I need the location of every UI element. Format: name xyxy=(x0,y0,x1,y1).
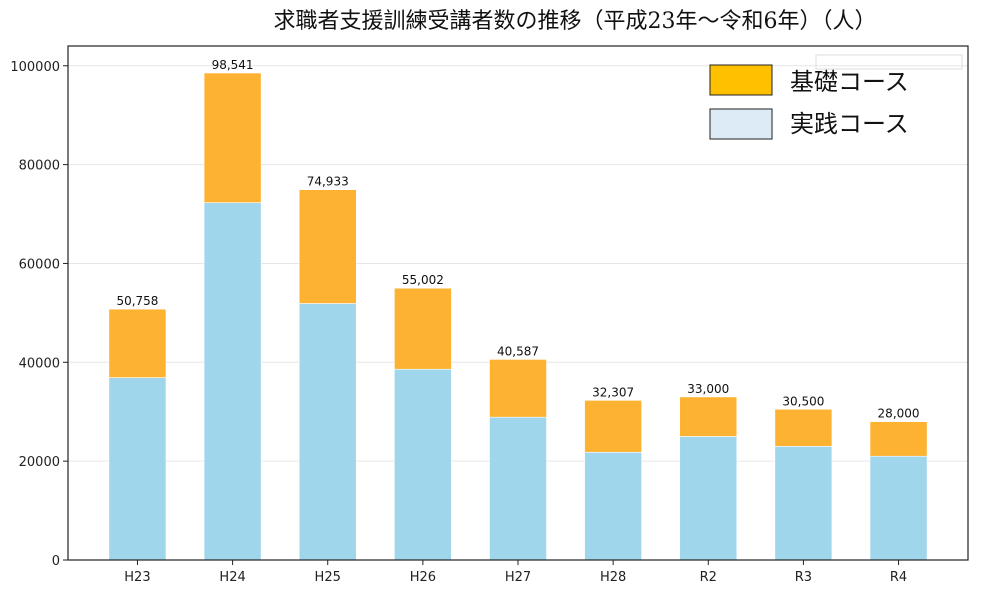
total-label-H28: 32,307 xyxy=(592,385,634,399)
bar-basic-R3 xyxy=(774,408,833,447)
total-label-R2: 33,000 xyxy=(687,382,729,396)
bar-basic-H26 xyxy=(394,287,452,370)
bar-basic-R2 xyxy=(679,396,738,437)
x-tick-label: H27 xyxy=(505,570,531,585)
x-tick-label: H28 xyxy=(600,570,626,585)
bar-practice-H26 xyxy=(394,368,452,561)
bar-practice-H23 xyxy=(108,377,167,561)
y-tick-label: 100000 xyxy=(10,60,60,75)
y-tick-label: 40000 xyxy=(19,356,60,371)
total-label-H26: 55,002 xyxy=(402,273,444,287)
y-tick-label: 20000 xyxy=(19,455,60,470)
bar-practice-H24 xyxy=(203,202,262,561)
legend-swatch-practice xyxy=(709,108,773,140)
total-label-H23: 50,758 xyxy=(116,294,158,308)
bar-practice-H25 xyxy=(298,303,357,561)
x-tick-label: R4 xyxy=(890,570,907,585)
bar-practice-R2 xyxy=(679,436,738,561)
x-tick-label: H25 xyxy=(315,570,341,585)
bar-basic-H24 xyxy=(203,72,262,203)
legend-label-basic: 基礎コース xyxy=(790,68,909,96)
legend-frame-back xyxy=(815,54,963,70)
bar-practice-H28 xyxy=(584,451,642,561)
legend: 基礎コース 実践コース xyxy=(709,54,963,140)
total-label-R3: 30,500 xyxy=(782,394,824,408)
chart-title: 求職者支援訓練受講者数の推移（平成23年～令和6年）（人） xyxy=(274,9,877,34)
bar-basic-H27 xyxy=(489,359,547,418)
bar-basic-R4 xyxy=(869,421,928,457)
total-label-H27: 40,587 xyxy=(497,344,539,358)
x-tick-label: R3 xyxy=(795,570,812,585)
bar-practice-H27 xyxy=(489,416,547,561)
legend-swatch-basic xyxy=(709,64,773,96)
bar-basic-H23 xyxy=(108,308,167,378)
x-tick-label: H26 xyxy=(410,570,436,585)
bar-practice-R3 xyxy=(774,446,833,561)
total-label-H24: 98,541 xyxy=(212,58,254,72)
y-tick-label: 0 xyxy=(52,554,60,569)
bar-practice-R4 xyxy=(869,455,928,561)
x-tick-label: R2 xyxy=(700,570,717,585)
total-label-H25: 74,933 xyxy=(307,175,349,189)
legend-label-practice: 実践コース xyxy=(790,110,909,138)
bar-basic-H25 xyxy=(298,189,357,304)
x-tick-label: H24 xyxy=(219,570,245,585)
y-tick-label: 80000 xyxy=(19,159,60,174)
bar-basic-H28 xyxy=(584,400,642,453)
x-tick-label: H23 xyxy=(124,570,150,585)
total-label-R4: 28,000 xyxy=(878,407,920,421)
y-tick-label: 60000 xyxy=(19,257,60,272)
